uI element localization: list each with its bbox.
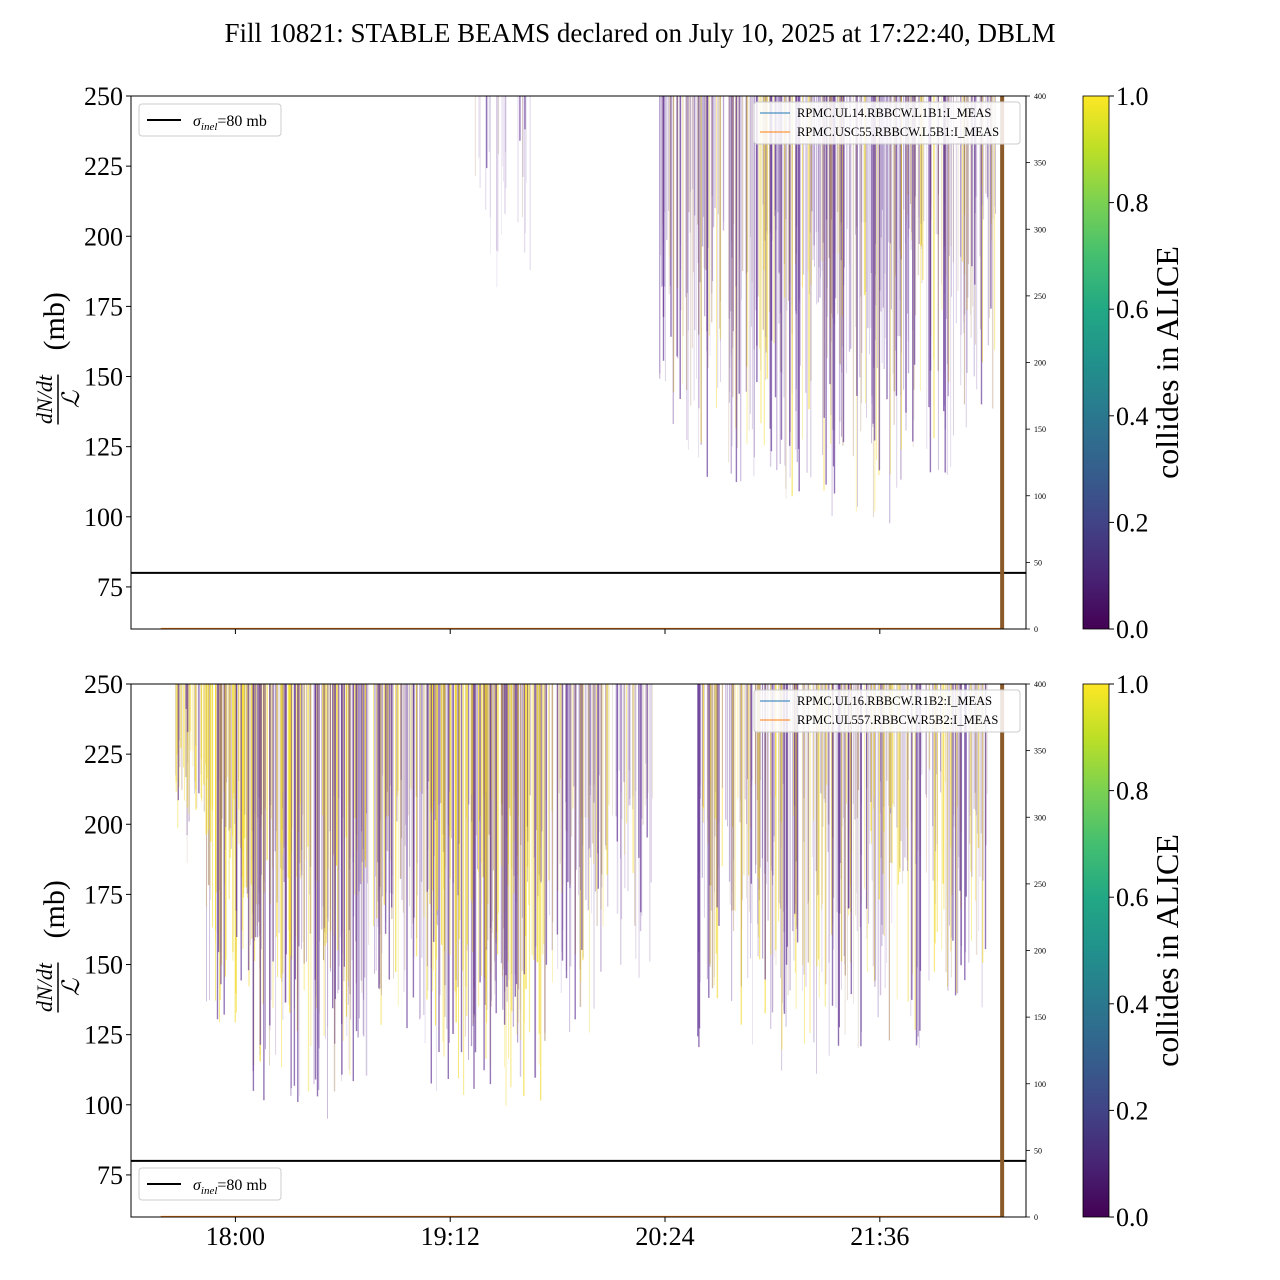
colorbar-label: collides in ALICE — [1149, 834, 1185, 1067]
colorbar-tick-label: 0.8 — [1116, 189, 1149, 218]
legend-box — [753, 689, 1021, 733]
legend-series-label: RPMC.UL557.RBBCW.R5B2:I_MEAS — [797, 713, 998, 727]
ylabel-denominator: ℒ — [59, 978, 85, 996]
y-tick-label: 200 — [84, 222, 123, 251]
y2-tick-label: 200 — [1034, 947, 1046, 956]
legend-rest: =80 mb — [217, 113, 266, 130]
y-axis-label: dN/dt ℒ (mb) — [32, 292, 85, 425]
legend-box — [138, 1167, 282, 1201]
colorbar-gradient — [1082, 683, 1110, 1218]
y-tick-label: 175 — [84, 292, 123, 321]
ylabel-unit: (mb) — [38, 292, 71, 350]
top-colorbar: 0.0 0.2 0.4 0.6 0.8 1.0 collides in ALICE — [1082, 82, 1185, 644]
y2-tick-label: 100 — [1034, 1080, 1046, 1089]
y2-tick-label: 250 — [1034, 880, 1046, 889]
y-tick-label: 250 — [84, 670, 123, 699]
y-tick-label: 75 — [97, 573, 123, 602]
x-tick-label: 20:24 — [635, 1222, 694, 1251]
bottom-colorbar: 0.0 0.2 0.4 0.6 0.8 1.0 collides in ALICE — [1082, 670, 1185, 1232]
ylabel-unit: (mb) — [38, 880, 71, 938]
x-tick-label: 19:12 — [421, 1222, 480, 1251]
legend-sigma: σ — [193, 113, 202, 130]
y-tick-label: 200 — [84, 810, 123, 839]
colorbar-gradient — [1082, 95, 1110, 630]
y2-tick-label: 400 — [1034, 92, 1046, 101]
colorbar-tick-label: 0.8 — [1116, 777, 1149, 806]
ylabel-denominator: ℒ — [59, 390, 85, 408]
y-tick-label: 100 — [84, 503, 123, 532]
y2-tick-label: 300 — [1034, 813, 1046, 822]
colorbar-tick-label: 0.6 — [1116, 295, 1149, 324]
y-axis-label: dN/dt ℒ (mb) — [32, 880, 85, 1013]
colorbar-tick-label: 0.0 — [1116, 615, 1149, 644]
colorbar-tick-label: 0.4 — [1116, 990, 1149, 1019]
y-tick-label: 125 — [84, 433, 123, 462]
y-tick-label: 125 — [84, 1021, 123, 1050]
y2-tick-label: 250 — [1034, 292, 1046, 301]
legend-box — [753, 101, 1021, 145]
legend-series-label: RPMC.UL14.RBBCW.L1B1:I_MEAS — [797, 106, 991, 120]
legend-subscript: inel — [201, 121, 218, 133]
y2-tick-label: 0 — [1034, 625, 1038, 634]
y-tick-label: 150 — [84, 951, 123, 980]
y-tick-label: 175 — [84, 880, 123, 909]
colorbar-tick-label: 0.2 — [1116, 508, 1149, 537]
y2-tick-label: 0 — [1034, 1213, 1038, 1222]
reference-legend: σinel=80 mb — [138, 103, 282, 137]
legend-rest: =80 mb — [217, 1177, 266, 1194]
colorbar-label: collides in ALICE — [1149, 246, 1185, 479]
y2-tick-label: 200 — [1034, 359, 1046, 368]
y-tick-label: 250 — [84, 82, 123, 111]
y2-tick-label: 100 — [1034, 492, 1046, 501]
y2-tick-label: 400 — [1034, 680, 1046, 689]
top-panel: 75 100 125 150 175 200 225 250 0 50 100 150 200 250 30… — [32, 82, 1046, 634]
y-tick-label: 100 — [84, 1091, 123, 1120]
legend-label: σinel=80 mb — [193, 113, 267, 133]
colorbar-tick-label: 0.0 — [1116, 1203, 1149, 1232]
colorbar-tick-label: 0.4 — [1116, 402, 1149, 431]
legend-series-label: RPMC.USC55.RBBCW.L5B1:I_MEAS — [797, 125, 999, 139]
legend-label: σinel=80 mb — [193, 1177, 267, 1197]
y-tick-label: 225 — [84, 152, 123, 181]
y2-tick-label: 350 — [1034, 159, 1046, 168]
chart-title: Fill 10821: STABLE BEAMS declared on Jul… — [224, 18, 1056, 48]
colorbar-tick-label: 1.0 — [1116, 82, 1149, 111]
y2-tick-label: 150 — [1034, 425, 1046, 434]
y2-tick-label: 300 — [1034, 225, 1046, 234]
colorbar-tick-label: 1.0 — [1116, 670, 1149, 699]
y-tick-label: 75 — [97, 1161, 123, 1190]
y2-tick-label: 50 — [1034, 558, 1042, 567]
legend-subscript: inel — [201, 1185, 218, 1197]
x-tick-label: 18:00 — [206, 1222, 265, 1251]
ylabel-numerator: dN/dt — [32, 962, 57, 1012]
y-tick-label: 150 — [84, 363, 123, 392]
y2-tick-label: 350 — [1034, 747, 1046, 756]
series-legend: RPMC.UL16.RBBCW.R1B2:I_MEAS RPMC.UL557.RB… — [753, 689, 1021, 733]
colorbar-tick-label: 0.2 — [1116, 1096, 1149, 1125]
colorbar-tick-label: 0.6 — [1116, 883, 1149, 912]
y2-tick-label: 150 — [1034, 1013, 1046, 1022]
density-streaks — [474, 96, 996, 524]
density-streaks — [175, 684, 988, 1119]
legend-series-label: RPMC.UL16.RBBCW.R1B2:I_MEAS — [797, 694, 992, 708]
legend-sigma: σ — [193, 1177, 202, 1194]
bottom-panel: 75 100 125 150 175 200 225 250 0 50 100 150 200 250 30… — [32, 670, 1046, 1251]
y-tick-label: 225 — [84, 740, 123, 769]
series-legend: RPMC.UL14.RBBCW.L1B1:I_MEAS RPMC.USC55.RB… — [753, 101, 1021, 145]
ylabel-numerator: dN/dt — [32, 374, 57, 424]
y2-tick-label: 50 — [1034, 1146, 1042, 1155]
reference-legend: σinel=80 mb — [138, 1167, 282, 1201]
x-tick-label: 21:36 — [850, 1222, 909, 1251]
legend-box — [138, 103, 282, 137]
